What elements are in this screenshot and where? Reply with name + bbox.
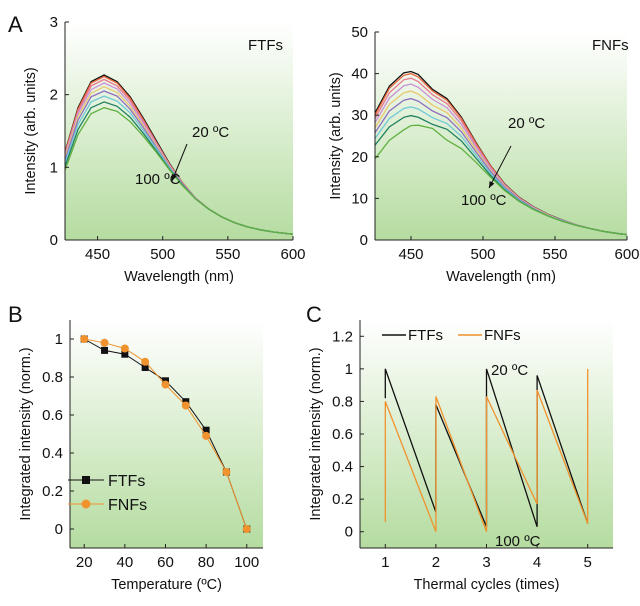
legend-label: FTFs: [408, 327, 443, 344]
y-tick-label: 0.2: [42, 483, 63, 500]
plot-background: [65, 22, 293, 240]
y-tick-label: 0.4: [332, 459, 353, 476]
plot-background: [70, 320, 263, 548]
y-tick-label: 0: [55, 521, 63, 538]
data-point-circle: [242, 525, 251, 533]
x-tick-label: 550: [542, 246, 567, 263]
annotation-100c: 100 ºC: [135, 171, 181, 188]
x-tick-label: 500: [150, 246, 175, 263]
y-tick-label: 0.4: [42, 445, 63, 462]
y-tick-label: 50: [351, 24, 368, 41]
data-point-circle: [100, 338, 109, 347]
y-tick-label: 0.6: [42, 407, 63, 424]
panel-sample-label: FNFs: [592, 37, 629, 54]
x-axis-label: Thermal cycles (times): [414, 577, 560, 593]
x-tick-label: 450: [398, 246, 423, 263]
arrow-line: [171, 143, 188, 182]
data-point-square: [121, 350, 129, 358]
x-tick-label: 20: [76, 554, 93, 571]
plot-background: [375, 32, 627, 240]
legend-label: FNFs: [484, 327, 521, 344]
y-tick-label: 1: [50, 159, 58, 176]
x-tick-label: 40: [117, 554, 134, 571]
arrow-line: [488, 145, 512, 189]
y-tick-label: 30: [351, 107, 368, 124]
series-line-fnfs: [384, 368, 589, 532]
data-point-circle: [202, 431, 211, 440]
data-point-circle: [120, 344, 129, 353]
panel-letter-b: B: [8, 302, 23, 327]
data-point-square: [141, 364, 149, 371]
legend-label: FNFs: [108, 497, 147, 514]
x-tick-label: 1: [381, 554, 389, 571]
data-point-circle: [222, 468, 231, 476]
x-tick-label: 600: [614, 246, 639, 263]
x-axis-label: Wavelength (nm): [124, 269, 234, 285]
x-tick-label: 450: [85, 246, 110, 263]
series-line-9: [374, 124, 628, 236]
y-tick-label: 0: [345, 524, 353, 541]
chart-a-fnfs: 450 500 550 600 0 10 20 30 40 50 Wavelength (nm) In…: [328, 24, 640, 285]
y-tick-label: 1: [345, 361, 353, 378]
y-axis-label: Intensity (arb. units): [23, 67, 39, 194]
chart-c-thermal-cycles: 1 2 3 4 5 0 0.2 0.4 0.6 0.8 1 1.2 Thermal cycles (ti…: [308, 320, 613, 593]
data-point-circle: [80, 335, 89, 343]
data-point-circle: [161, 380, 170, 389]
x-tick-label: 4: [533, 554, 541, 571]
panel-letter-a: A: [8, 12, 23, 37]
x-tick-label: 100: [234, 554, 259, 571]
x-tick-label: 600: [280, 246, 305, 263]
y-tick-label: 0: [50, 232, 58, 249]
x-tick-label: 550: [215, 246, 240, 263]
x-tick-label: 3: [482, 554, 490, 571]
data-point-square: [202, 426, 210, 434]
annotation-100c: 100 ºC: [495, 533, 541, 550]
x-axis-label: Wavelength (nm): [446, 269, 556, 285]
x-tick-label: 5: [584, 554, 592, 571]
x-tick-label: 60: [157, 554, 174, 571]
y-tick-label: 1.2: [332, 328, 353, 345]
legend-marker-circle: [81, 499, 91, 509]
y-tick-label: 10: [351, 190, 368, 207]
chart-b-temperature: 20 40 60 80 100 0 0.2 0.4 0.6 0.8 1 Temperature (ºC…: [18, 320, 263, 593]
x-tick-label: 2: [432, 554, 440, 571]
annotation-20c: 20 ºC: [192, 124, 229, 141]
data-point-square: [101, 346, 109, 354]
panel-letter-c: C: [306, 302, 322, 327]
panel-sample-label: FTFs: [248, 37, 283, 54]
legend-marker-square: [82, 476, 90, 484]
data-point-circle: [141, 357, 150, 366]
y-tick-label: 3: [50, 14, 58, 31]
arrow-head-icon: [171, 174, 177, 181]
y-tick-label: 0.2: [332, 491, 353, 508]
arrow-head-icon: [489, 181, 495, 188]
y-tick-label: 2: [50, 87, 58, 104]
chart-a-ftfs: 450 500 550 600 0 1 2 3 Wavelength (nm) Intensity…: [23, 14, 306, 285]
x-tick-label: 500: [470, 246, 495, 263]
legend-label: FTFs: [108, 473, 145, 490]
y-axis-label: Intensity (arb. units): [328, 72, 344, 199]
annotation-100c: 100 ºC: [461, 192, 507, 209]
y-tick-label: 20: [351, 149, 368, 166]
x-tick-label: 80: [198, 554, 215, 571]
data-point-circle: [181, 401, 190, 410]
y-axis-label: Integrated intensity (norm.): [308, 347, 324, 520]
annotation-20c: 20 ºC: [491, 362, 528, 379]
y-tick-label: 0.8: [332, 393, 353, 410]
x-axis-label: Temperature (ºC): [111, 577, 222, 593]
series-line-9: [64, 107, 294, 235]
y-tick-label: 0: [360, 232, 368, 249]
y-tick-label: 0.6: [332, 426, 353, 443]
y-axis-label: Integrated intensity (norm.): [18, 347, 34, 520]
y-tick-label: 1: [55, 331, 63, 348]
annotation-20c: 20 ºC: [508, 115, 545, 132]
y-tick-label: 0.8: [42, 369, 63, 386]
y-tick-label: 40: [351, 66, 368, 83]
